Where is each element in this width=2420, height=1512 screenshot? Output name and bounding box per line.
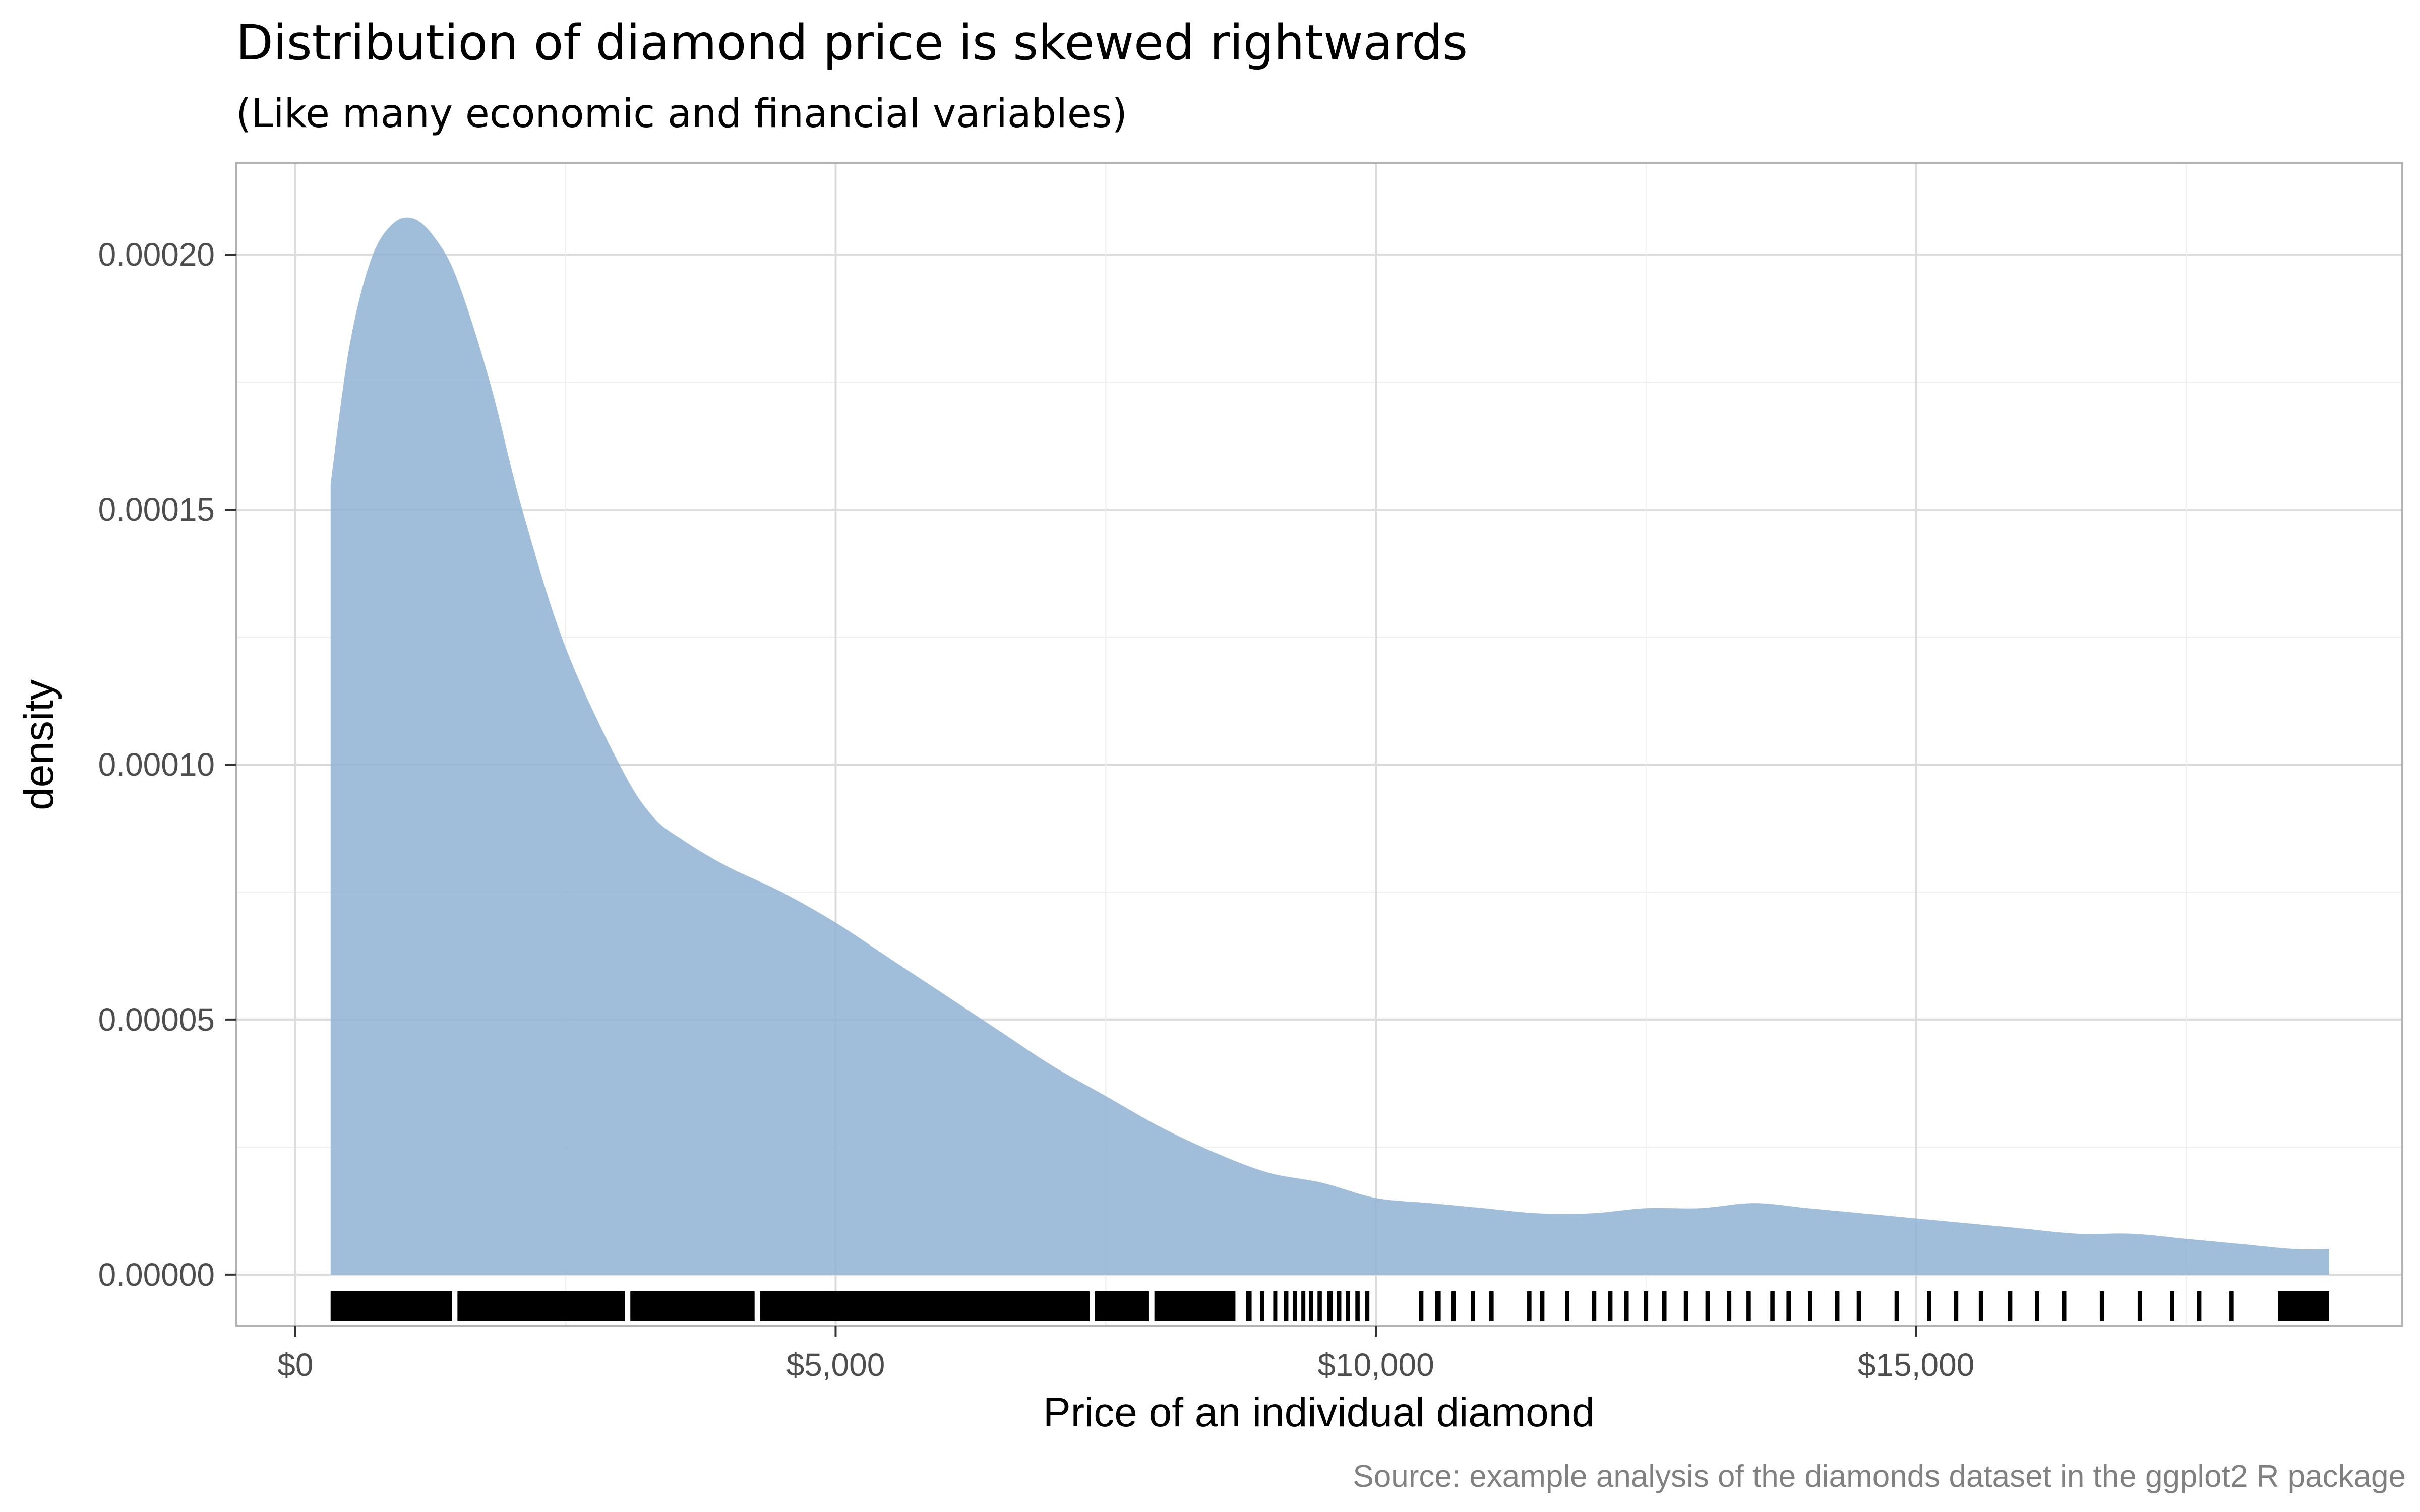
rug-mark: [1292, 1291, 1297, 1321]
rug-mark: [1273, 1291, 1278, 1321]
y-tick-label: 0.00005: [98, 1001, 215, 1038]
rug-mark: [1309, 1291, 1313, 1321]
panel-border: [235, 162, 2403, 1327]
rug-mark: [1540, 1291, 1545, 1321]
rug-mark: [1954, 1291, 1959, 1321]
rug-mark: [630, 1291, 755, 1321]
rug-mark: [1419, 1291, 1424, 1321]
rug-mark: [457, 1291, 625, 1321]
density-area: [330, 217, 2329, 1275]
rug-mark: [2229, 1291, 2234, 1321]
y-axis-title: density: [16, 679, 62, 810]
y-tick-label: 0.00000: [98, 1256, 215, 1293]
rug-mark: [2278, 1291, 2329, 1321]
rug-mark: [1927, 1291, 1931, 1321]
rug-mark: [2170, 1291, 2174, 1321]
rug-mark: [2008, 1291, 2013, 1321]
y-tick-label: 0.00010: [98, 746, 215, 783]
rug-mark: [1565, 1291, 1569, 1321]
rug-mark: [1856, 1291, 1861, 1321]
rug-mark: [760, 1291, 1090, 1321]
chart-title: Distribution of diamond price is skewed …: [236, 15, 1468, 71]
rug-mark: [330, 1291, 452, 1321]
rug-mark: [1317, 1291, 1322, 1321]
y-tick-label: 0.00015: [98, 491, 215, 528]
rug-mark: [1770, 1291, 1775, 1321]
rug-mark: [1435, 1291, 1441, 1321]
y-tick-label: 0.00020: [98, 236, 215, 273]
x-axis-ticks: $0 $5,000 $10,000 $15,000: [277, 1326, 1974, 1383]
rug-mark: [1727, 1291, 1732, 1321]
rug-mark: [1346, 1291, 1350, 1321]
rug-mark: [1301, 1291, 1306, 1321]
rug-mark: [1154, 1291, 1236, 1321]
x-tick-label: $5,000: [786, 1347, 885, 1383]
rug-mark: [1365, 1291, 1370, 1321]
rug-mark: [1260, 1291, 1264, 1321]
rug-mark: [1624, 1291, 1629, 1321]
rug-mark: [1835, 1291, 1840, 1321]
rug-mark: [1644, 1291, 1649, 1321]
rug-mark: [1284, 1291, 1289, 1321]
rug-marks: [330, 1291, 2329, 1321]
rug-mark: [1786, 1291, 1791, 1321]
rug-mark: [2197, 1291, 2202, 1321]
y-axis-ticks: 0.00000 0.00005 0.00010 0.00015 0.00020: [98, 236, 236, 1293]
rug-mark: [1746, 1291, 1751, 1321]
rug-mark: [1246, 1291, 1252, 1321]
rug-mark: [1451, 1291, 1456, 1321]
rug-mark: [2062, 1291, 2067, 1321]
x-tick-label: $10,000: [1317, 1347, 1434, 1383]
chart-caption: Source: example analysis of the diamonds…: [1353, 1459, 2406, 1494]
rug-mark: [1095, 1291, 1149, 1321]
rug-mark: [1489, 1291, 1494, 1321]
rug-mark: [2035, 1291, 2039, 1321]
density-area-layer: [330, 217, 2329, 1275]
x-tick-label: $15,000: [1858, 1347, 1974, 1383]
rug-mark: [1337, 1291, 1342, 1321]
rug-mark: [1327, 1291, 1333, 1321]
rug-mark: [2137, 1291, 2142, 1321]
rug-mark: [1705, 1291, 1710, 1321]
x-tick-label: $0: [277, 1347, 313, 1383]
rug-mark: [1894, 1291, 1899, 1321]
x-axis-title: Price of an individual diamond: [1043, 1390, 1595, 1435]
rug-mark: [1471, 1291, 1475, 1321]
rug-mark: [1527, 1291, 1532, 1321]
rug-mark: [2099, 1291, 2104, 1321]
rug-mark: [1355, 1291, 1360, 1321]
rug-mark: [1808, 1291, 1812, 1321]
rug-mark: [1683, 1291, 1688, 1321]
rug-mark: [1608, 1291, 1613, 1321]
rug-mark: [1978, 1291, 1983, 1321]
rug-mark: [1592, 1291, 1597, 1321]
rug-mark: [1662, 1291, 1667, 1321]
chart-subtitle: (Like many economic and financial variab…: [236, 91, 1127, 137]
